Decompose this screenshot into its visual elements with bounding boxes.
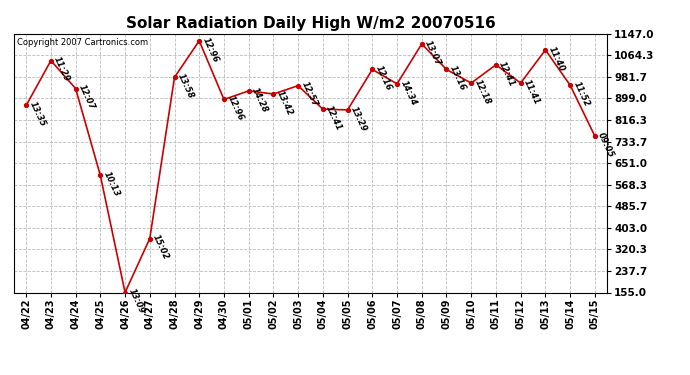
Text: Copyright 2007 Cartronics.com: Copyright 2007 Cartronics.com [17, 38, 148, 46]
Text: 13:58: 13:58 [176, 72, 195, 100]
Text: 13:07: 13:07 [423, 39, 443, 67]
Text: 13:35: 13:35 [28, 100, 47, 129]
Text: 12:18: 12:18 [473, 78, 492, 106]
Text: 12:41: 12:41 [497, 60, 517, 88]
Title: Solar Radiation Daily High W/m2 20070516: Solar Radiation Daily High W/m2 20070516 [126, 16, 495, 31]
Text: 12:96: 12:96 [201, 36, 220, 64]
Text: 12:16: 12:16 [374, 64, 393, 93]
Text: 13:29: 13:29 [349, 105, 368, 133]
Text: 15:02: 15:02 [151, 233, 170, 261]
Text: 12:96: 12:96 [226, 94, 245, 123]
Text: 13:16: 13:16 [448, 64, 467, 93]
Text: 11:52: 11:52 [571, 80, 591, 108]
Text: 11:29: 11:29 [52, 56, 72, 84]
Text: 14:34: 14:34 [398, 79, 418, 107]
Text: 12:07: 12:07 [77, 83, 97, 111]
Text: 10:13: 10:13 [101, 170, 121, 198]
Text: 09:05: 09:05 [596, 131, 615, 159]
Text: 11:41: 11:41 [522, 78, 542, 106]
Text: 13:09: 13:09 [126, 287, 146, 315]
Text: 12:41: 12:41 [324, 104, 344, 132]
Text: 12:57: 12:57 [299, 81, 319, 109]
Text: 11:40: 11:40 [546, 45, 566, 73]
Text: 14:28: 14:28 [250, 86, 270, 114]
Text: 13:42: 13:42 [275, 89, 295, 117]
